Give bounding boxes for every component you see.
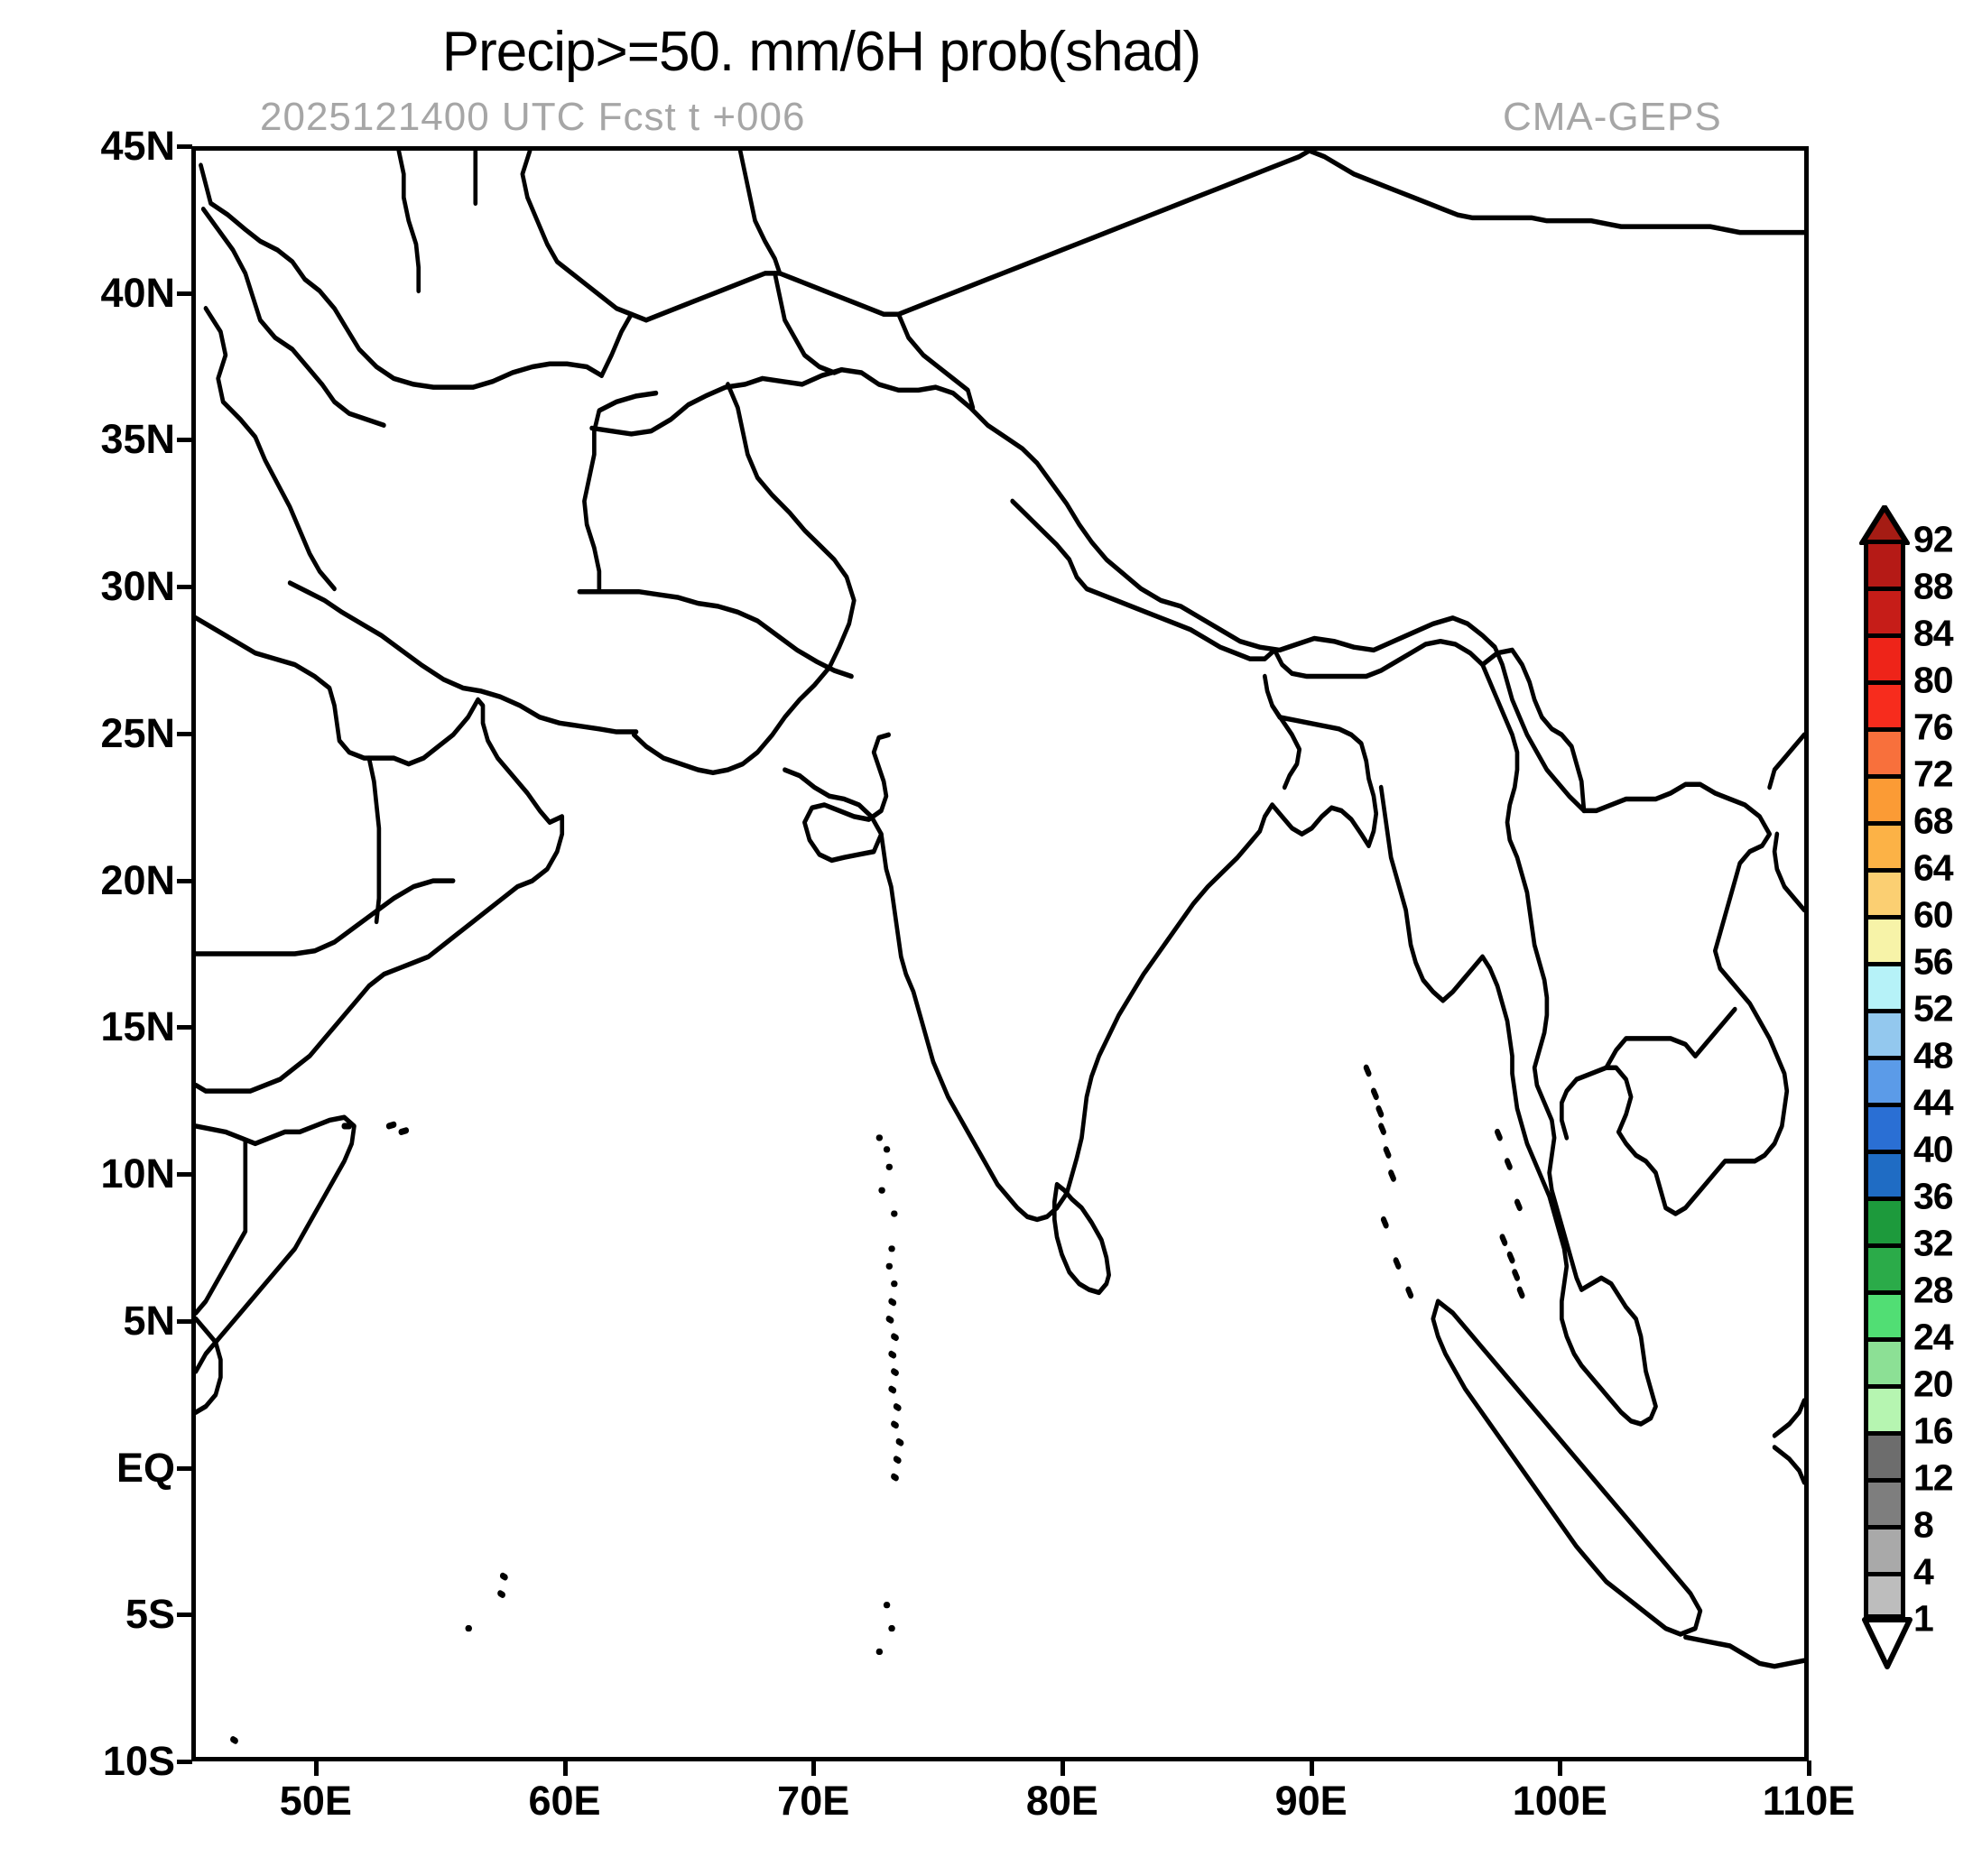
colorbar-tick-label: 76	[1913, 706, 1954, 748]
colorbar-tick-label: 28	[1913, 1269, 1954, 1311]
colorbar-tick-label: 12	[1913, 1456, 1954, 1499]
colorbar-swatch	[1864, 1150, 1905, 1197]
colorbar-tick-label: 24	[1913, 1316, 1954, 1358]
colorbar-tick-label: 72	[1913, 753, 1954, 795]
colorbar-tick-label: 20	[1913, 1363, 1954, 1405]
colorbar-swatch	[1864, 774, 1905, 821]
colorbar-swatch	[1864, 1384, 1905, 1431]
colorbar-swatch	[1864, 868, 1905, 915]
colorbar-swatch	[1864, 1243, 1905, 1290]
colorbar-bottom-arrow	[1862, 1616, 1913, 1675]
y-axis-tick	[177, 878, 192, 883]
colorbar-tick-label: 88	[1913, 565, 1954, 607]
colorbar-legend: 92 88 84 80 76 72 68 64 60 56 52 48 44 40 36 32 28 24 20 16…	[1859, 504, 1982, 1769]
colorbar-tick-label: 8	[1913, 1503, 1934, 1546]
y-axis-tick-label: 15N	[100, 1003, 175, 1050]
y-axis-tick	[177, 1760, 192, 1764]
colorbar-swatch	[1864, 1478, 1905, 1525]
forecast-time-label: 2025121400 UTC Fcst t +006	[260, 95, 806, 139]
colorbar-tick-label: 52	[1913, 987, 1954, 1030]
y-axis-tick	[177, 1318, 192, 1324]
y-axis-tick-label: 25N	[100, 709, 175, 756]
colorbar-swatch	[1864, 680, 1905, 727]
colorbar-swatch	[1864, 1056, 1905, 1103]
colorbar-swatch	[1864, 1337, 1905, 1384]
x-axis-tick-label: 50E	[279, 1778, 352, 1824]
colorbar-swatch	[1864, 1197, 1905, 1243]
x-axis-tick-label: 80E	[1025, 1778, 1098, 1824]
y-axis-tick	[177, 731, 192, 736]
colorbar-tick-label: 60	[1913, 893, 1954, 936]
colorbar-swatch	[1864, 1290, 1905, 1337]
x-axis-tick-label: 60E	[528, 1778, 601, 1824]
colorbar-tick-label: 4	[1913, 1550, 1934, 1593]
x-axis-tick-label: 90E	[1274, 1778, 1348, 1824]
y-axis-tick	[177, 438, 192, 443]
y-axis-tick-label: 20N	[100, 856, 175, 903]
x-axis-tick-label: 70E	[777, 1778, 850, 1824]
x-axis-tick	[1807, 1760, 1811, 1776]
colorbar-swatch	[1864, 633, 1905, 680]
colorbar-swatch	[1864, 727, 1905, 774]
x-axis-tick-label: 110E	[1762, 1778, 1856, 1824]
colorbar-swatch	[1864, 1009, 1905, 1056]
colorbar-tick-label: 1	[1913, 1597, 1934, 1640]
colorbar-tick-label: 64	[1913, 846, 1954, 889]
y-axis-tick	[177, 144, 192, 149]
y-axis-tick-label: 10N	[100, 1151, 175, 1197]
colorbar-swatch	[1864, 915, 1905, 962]
x-axis-tick	[1060, 1760, 1065, 1776]
colorbar-swatches	[1864, 540, 1905, 1619]
y-axis-tick-label: 45N	[100, 123, 175, 169]
y-axis-tick-label: 40N	[100, 269, 175, 316]
y-axis-tick-label: 5N	[123, 1297, 175, 1344]
colorbar-tick-label: 40	[1913, 1128, 1954, 1170]
x-axis-tick	[811, 1760, 817, 1776]
colorbar-swatch	[1864, 540, 1905, 587]
x-axis-tick	[562, 1760, 568, 1776]
colorbar-swatch	[1864, 1572, 1905, 1619]
colorbar-tick-label: 36	[1913, 1175, 1954, 1217]
colorbar-tick-label: 92	[1913, 518, 1954, 560]
colorbar-swatch	[1864, 821, 1905, 868]
colorbar-tick-label: 16	[1913, 1409, 1954, 1452]
colorbar-tick-label: 84	[1913, 612, 1954, 654]
colorbar-swatch	[1864, 1431, 1905, 1478]
model-source-label: CMA-GEPS	[1503, 95, 1722, 139]
y-axis-tick	[177, 585, 192, 590]
y-axis-tick-label: 35N	[100, 416, 175, 463]
y-axis-tick-label: 5S	[125, 1591, 175, 1638]
colorbar-tick-label: 56	[1913, 940, 1954, 983]
x-axis-tick	[1309, 1760, 1314, 1776]
y-axis-tick-label: 10S	[102, 1738, 175, 1784]
map-plot-area	[191, 146, 1809, 1761]
y-axis-tick	[177, 1613, 192, 1618]
colorbar-swatch	[1864, 962, 1905, 1009]
colorbar-tick-label: 80	[1913, 659, 1954, 701]
colorbar-tick-label: 48	[1913, 1034, 1954, 1077]
y-axis-tick	[177, 1172, 192, 1178]
y-axis-tick-label: 30N	[100, 563, 175, 610]
y-axis-tick-label: EQ	[116, 1444, 175, 1491]
x-axis-tick	[1558, 1760, 1563, 1776]
y-axis-tick	[177, 1025, 192, 1030]
colorbar-swatch	[1864, 587, 1905, 633]
map-coastlines	[196, 151, 1804, 1744]
y-axis-tick	[177, 1465, 192, 1471]
colorbar-swatch	[1864, 1525, 1905, 1572]
x-axis-tick-label: 100E	[1512, 1778, 1607, 1824]
x-axis-tick	[313, 1760, 319, 1776]
colorbar-tick-label: 32	[1913, 1222, 1954, 1264]
colorbar-tick-label: 44	[1913, 1081, 1954, 1123]
y-axis-tick	[177, 291, 192, 296]
colorbar-swatch	[1864, 1103, 1905, 1150]
colorbar-tick-label: 68	[1913, 799, 1954, 842]
page-title: Precip>=50. mm/6H prob(shad)	[441, 21, 1201, 83]
